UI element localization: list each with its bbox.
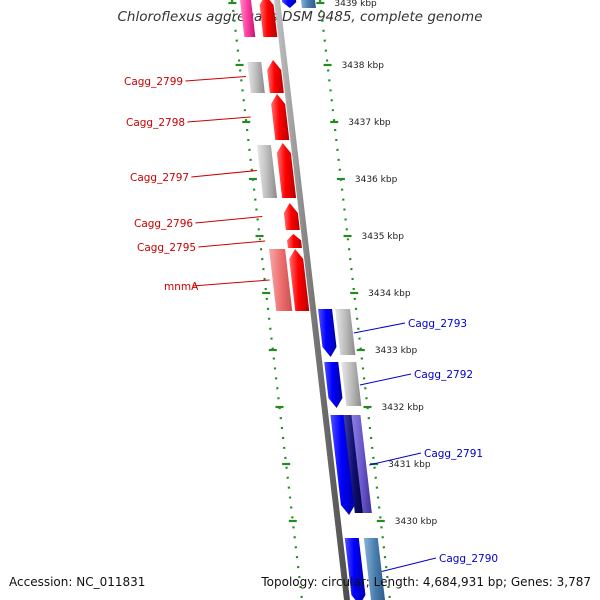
tick-label: 3434 kbp — [368, 289, 411, 299]
leader-line-mnma — [192, 279, 270, 287]
label-layer: Cagg_2799 Cagg_2798 Cagg_2797 Cagg_2796 Cagg… — [124, 76, 498, 572]
ruler-layer: 3439 kbp 3438 kbp 3437 kbp 3436 kbp 3435 kbp… — [228, 0, 437, 600]
leader-line-cagg_2797 — [191, 170, 257, 178]
feature-bar-cagg_2792 — [341, 362, 362, 406]
gene-arrow-cagg_2790 — [344, 538, 366, 600]
tick-label: 3431 kbp — [388, 460, 431, 470]
gene-label-cagg_2798: Cagg_2798 — [126, 117, 185, 129]
gene-arrow-feature-0 — [259, 0, 278, 37]
leader-line-cagg_2798 — [187, 116, 251, 123]
leader-line-cagg_2790 — [381, 557, 437, 572]
gene-arrow-mnma — [289, 249, 310, 311]
feature-bar-mnma — [269, 249, 293, 311]
ruler-inner-dots — [230, 0, 304, 600]
gene-layer — [240, 0, 385, 600]
tick-label: 3437 kbp — [348, 118, 391, 128]
backbone-line — [274, 0, 350, 600]
tick-label: 3439 kbp — [334, 0, 377, 9]
tick-label: 3430 kbp — [395, 517, 438, 527]
gene-label-cagg_2795: Cagg_2795 — [137, 242, 196, 254]
leader-line-cagg_2796 — [195, 216, 263, 224]
map-title: Chloroflexus aggregans DSM 9485, complet… — [117, 9, 483, 25]
gene-label-cagg_2796: Cagg_2796 — [134, 218, 193, 230]
gene-label-cagg_2797: Cagg_2797 — [130, 172, 189, 184]
gene-label-cagg_2793: Cagg_2793 — [408, 318, 467, 330]
leader-line-cagg_2795 — [198, 240, 266, 248]
gene-arrow-cagg_2798 — [271, 94, 290, 140]
feature-bar-cagg_2793 — [335, 309, 356, 355]
gene-label-cagg_2792: Cagg_2792 — [414, 369, 473, 381]
rna-feature-bar — [240, 0, 256, 37]
gene-arrow-cagg_2792 — [324, 362, 343, 408]
leader-line-cagg_2791 — [369, 452, 422, 466]
leader-line-cagg_2799 — [185, 76, 246, 82]
gene-arrow-cagg_2791 — [330, 415, 355, 515]
gene-arrow-feature-12 — [282, 0, 297, 8]
feature-bar-cagg_2790 — [363, 538, 385, 600]
leader-line-cagg_2793 — [353, 322, 406, 334]
gene-arrow-cagg_2793 — [318, 309, 337, 357]
topology-text: Topology: circular; Length: 4,684,931 bp… — [261, 575, 591, 589]
gene-arrow-cagg_2796 — [283, 203, 300, 230]
feature-bar-cagg_2799 — [247, 62, 265, 93]
gene-arrow-cagg_2799 — [267, 60, 284, 93]
accession-text: Accession: NC_011831 — [9, 575, 146, 589]
leader-line-cagg_2792 — [359, 373, 412, 386]
gene-arrow-cagg_2797 — [276, 143, 297, 198]
gene-label-mnma: mnmA — [164, 281, 199, 293]
tick-label: 3438 kbp — [342, 61, 385, 71]
feature-bar-cagg_2797 — [256, 145, 278, 198]
feature-bar-cagg_2791 — [343, 415, 364, 513]
feature-bar-feature-12 — [301, 0, 316, 8]
feature-bar-cagg_2791-b — [351, 415, 372, 513]
gene-label-cagg_2790: Cagg_2790 — [439, 553, 498, 565]
tick-label: 3433 kbp — [375, 346, 418, 356]
tick-label: 3436 kbp — [355, 175, 398, 185]
gene-label-cagg_2799: Cagg_2799 — [124, 76, 183, 88]
gene-arrow-cagg_2795 — [287, 234, 302, 248]
ruler-outer-dots — [318, 0, 392, 600]
tick-label: 3435 kbp — [362, 232, 405, 242]
tick-label: 3432 kbp — [381, 403, 424, 413]
gene-label-cagg_2791: Cagg_2791 — [424, 448, 483, 460]
